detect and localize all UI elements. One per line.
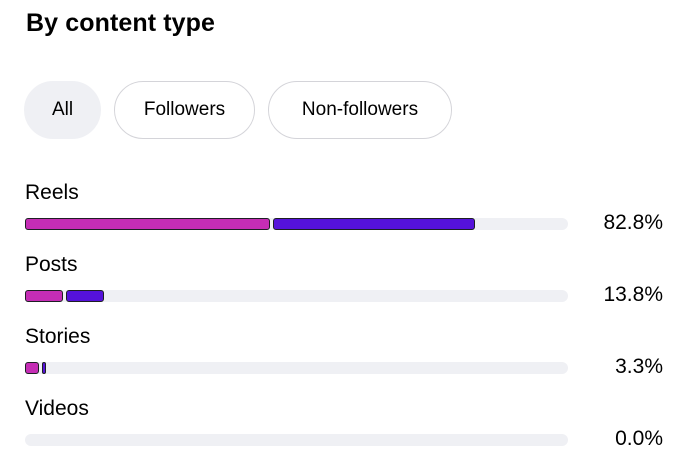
followers-segment (25, 290, 63, 302)
non-followers-segment (42, 362, 46, 374)
content-type-label: Videos (25, 397, 89, 420)
content-row-videos: Videos 0.0% (0, 397, 690, 469)
content-type-label: Stories (25, 325, 91, 348)
content-row-reels: Reels 82.8% (0, 181, 690, 253)
filter-all-chip[interactable]: All (24, 81, 101, 139)
content-row-posts: Posts 13.8% (0, 253, 690, 325)
progress-track (25, 290, 568, 302)
section-title: By content type (26, 9, 216, 37)
followers-segment (25, 362, 39, 374)
content-row-stories: Stories 3.3% (0, 325, 690, 397)
progress-track (25, 434, 568, 446)
content-type-percent: 0.0% (615, 427, 663, 450)
content-type-percent: 3.3% (615, 355, 663, 378)
filter-followers-chip[interactable]: Followers (114, 81, 255, 139)
filter-non-followers-chip[interactable]: Non-followers (268, 81, 452, 139)
non-followers-segment (66, 290, 104, 302)
non-followers-segment (273, 218, 475, 230)
progress-track (25, 362, 568, 374)
content-type-label: Posts (25, 253, 78, 276)
content-type-label: Reels (25, 181, 79, 204)
followers-segment (25, 218, 270, 230)
content-type-percent: 13.8% (603, 283, 663, 306)
progress-track (25, 218, 568, 230)
content-type-percent: 82.8% (603, 211, 663, 234)
audience-filter: All Followers Non-followers (24, 81, 452, 139)
